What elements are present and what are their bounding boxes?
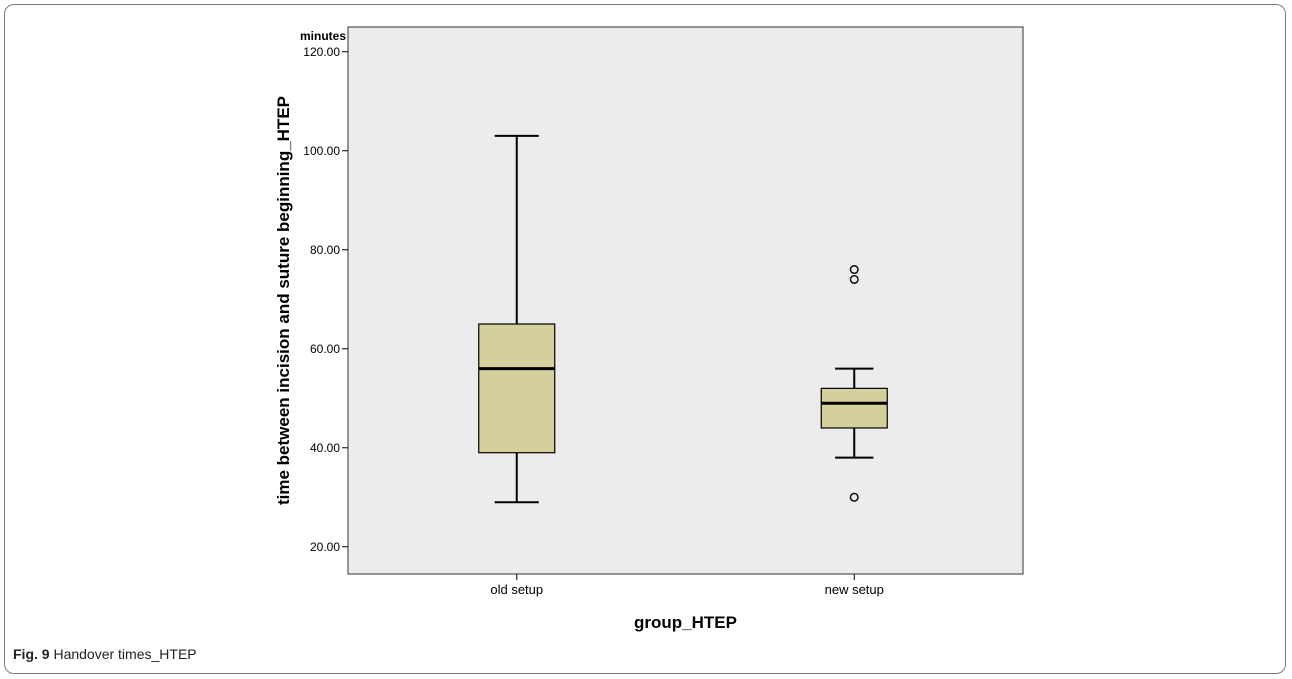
y-tick-label: 60.00 [310,342,340,356]
figure-caption: Fig. 9 Handover times_HTEP [13,646,197,662]
caption-text: Handover times_HTEP [53,646,197,662]
y-tick-label: 120.00 [303,45,340,59]
box-group [478,134,556,504]
y-tick-label: 20.00 [310,540,340,554]
y-tick-label: 40.00 [310,441,340,455]
iqr-box [820,387,888,429]
y-axis-ticks: 20.00 40.00 60.00 80.00 100.00 120.00 [303,45,348,554]
box-series [478,134,888,504]
box-group [820,265,888,502]
y-unit-label: minutes [300,29,346,43]
x-tick-label: old setup [490,582,543,597]
x-tick-label: new setup [825,582,884,597]
y-axis-label: time between incision and suture beginni… [274,96,293,505]
x-axis-ticks: old setup new setup [490,574,884,597]
iqr-box [478,323,556,454]
y-tick-label: 80.00 [310,243,340,257]
caption-label: Fig. 9 [13,646,50,662]
outlier-point [849,274,859,284]
plot-area [347,26,1024,575]
outlier-point [849,265,859,275]
x-axis-label: group_HTEP [634,613,737,632]
outlier-point [849,492,859,502]
y-tick-label: 100.00 [303,144,340,158]
